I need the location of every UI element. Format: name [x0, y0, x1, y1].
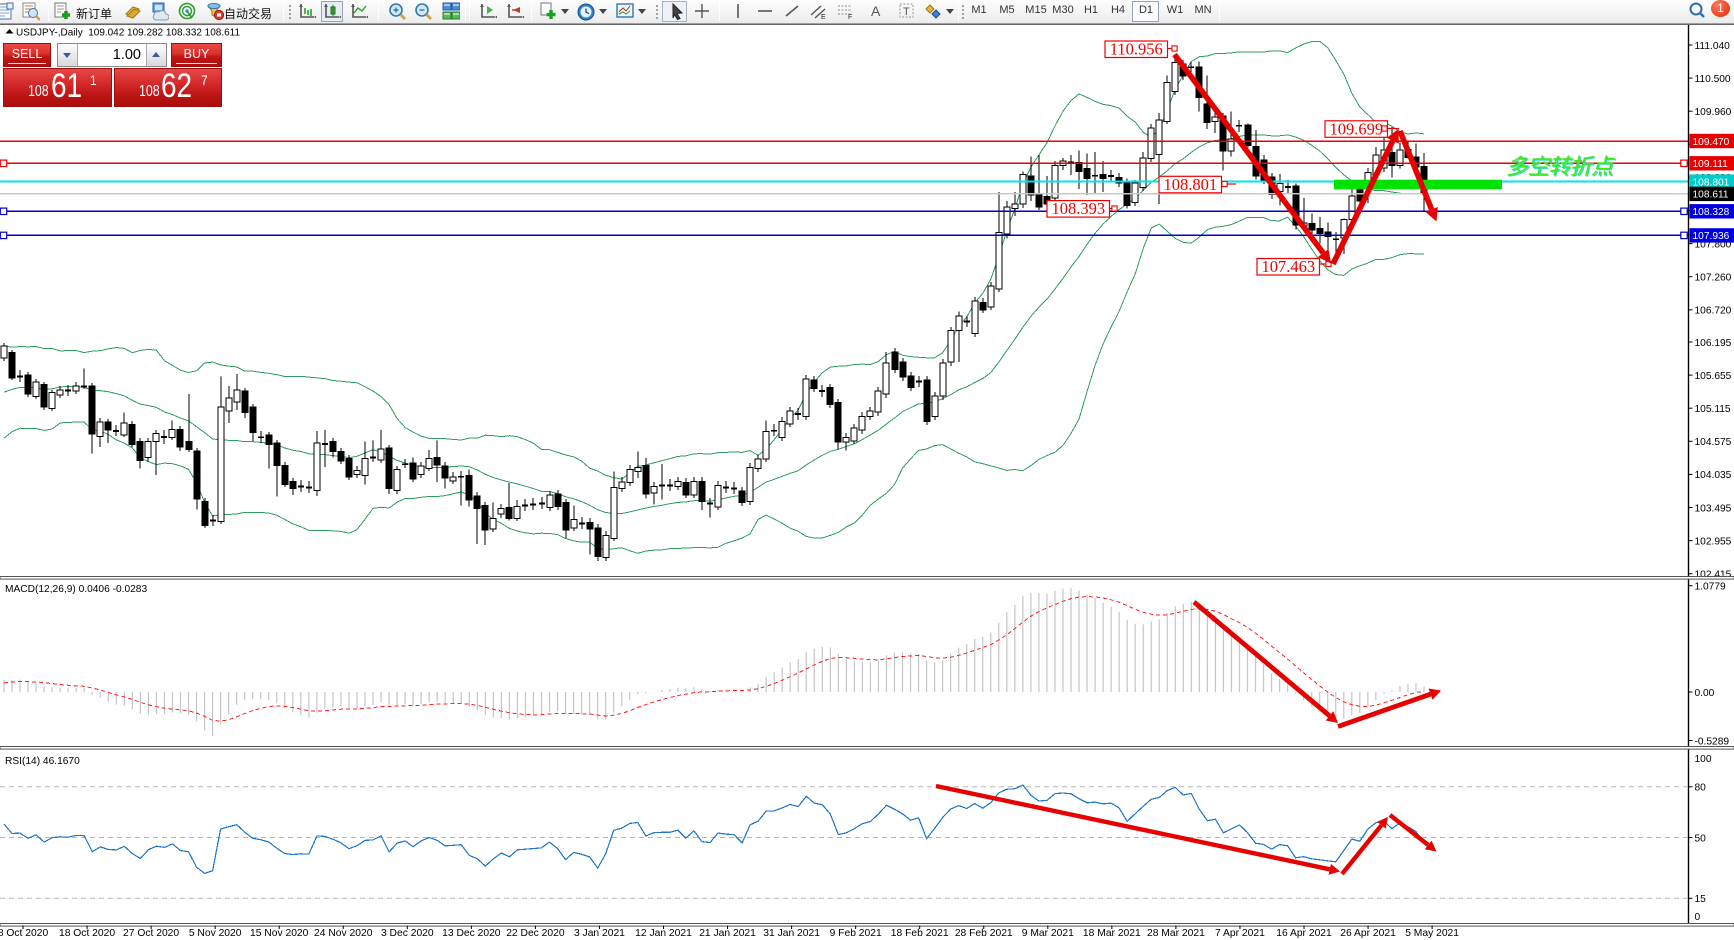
svg-text:107.463: 107.463 — [1261, 257, 1315, 276]
svg-text:24 Nov 2020: 24 Nov 2020 — [314, 928, 373, 939]
svg-text:13 Dec 2020: 13 Dec 2020 — [442, 928, 501, 939]
svg-text:F: F — [848, 14, 852, 21]
svg-text:26 Apr 2021: 26 Apr 2021 — [1340, 928, 1396, 939]
svg-text:109.470: 109.470 — [1693, 137, 1730, 148]
svg-text:USDJPY-,Daily 109.042 109.282: USDJPY-,Daily 109.042 109.282 108.332 10… — [16, 28, 240, 39]
svg-text:108.611: 108.611 — [1693, 190, 1729, 201]
svg-text:110.500: 110.500 — [1695, 74, 1731, 85]
svg-text:A: A — [871, 3, 881, 19]
svg-text:22 Dec 2020: 22 Dec 2020 — [506, 928, 565, 939]
svg-text:104.035: 104.035 — [1695, 470, 1732, 481]
svg-text:18 Feb 2021: 18 Feb 2021 — [891, 928, 949, 939]
svg-text:50: 50 — [1695, 833, 1707, 844]
svg-text:5 May 2021: 5 May 2021 — [1405, 928, 1459, 939]
svg-text:-0.5289: -0.5289 — [1695, 736, 1730, 747]
svg-text:105.115: 105.115 — [1695, 404, 1731, 415]
svg-text:18 Mar 2021: 18 Mar 2021 — [1083, 928, 1141, 939]
svg-text:5 Nov 2020: 5 Nov 2020 — [189, 928, 242, 939]
svg-text:MACD(12,26,9) 0.0406 -0.0283: MACD(12,26,9) 0.0406 -0.0283 — [5, 584, 147, 595]
svg-text:3 Dec 2020: 3 Dec 2020 — [381, 928, 434, 939]
svg-text:102.415: 102.415 — [1695, 570, 1732, 581]
svg-text:108.801: 108.801 — [1163, 175, 1217, 194]
svg-text:RSI(14) 46.1670: RSI(14) 46.1670 — [5, 756, 80, 767]
svg-text:109.960: 109.960 — [1695, 107, 1732, 118]
svg-text:105.655: 105.655 — [1695, 371, 1732, 382]
svg-text:7 Apr 2021: 7 Apr 2021 — [1215, 928, 1265, 939]
svg-text:1.0779: 1.0779 — [1695, 582, 1726, 593]
svg-text:107.800: 107.800 — [1695, 239, 1732, 250]
svg-text:80: 80 — [1695, 783, 1707, 794]
svg-text:109.111: 109.111 — [1693, 159, 1729, 170]
svg-text:0.00: 0.00 — [1695, 688, 1715, 699]
svg-text:15: 15 — [1695, 894, 1707, 905]
svg-text:18 Oct 2020: 18 Oct 2020 — [59, 928, 115, 939]
svg-text:12 Jan 2021: 12 Jan 2021 — [635, 928, 692, 939]
svg-text:108.393: 108.393 — [1051, 199, 1105, 218]
svg-text:109.699: 109.699 — [1329, 119, 1383, 138]
svg-text:102.955: 102.955 — [1695, 536, 1732, 547]
svg-text:28 Mar 2021: 28 Mar 2021 — [1147, 928, 1205, 939]
svg-text:104.575: 104.575 — [1695, 437, 1732, 448]
svg-text:110.956: 110.956 — [1110, 40, 1163, 59]
svg-text:15 Nov 2020: 15 Nov 2020 — [250, 928, 309, 939]
svg-text:27 Oct 2020: 27 Oct 2020 — [123, 928, 179, 939]
svg-text:28 Feb 2021: 28 Feb 2021 — [955, 928, 1013, 939]
svg-text:T: T — [903, 6, 910, 18]
svg-text:8 Oct 2020: 8 Oct 2020 — [0, 928, 48, 939]
svg-text:31 Jan 2021: 31 Jan 2021 — [763, 928, 820, 939]
svg-text:0: 0 — [1695, 912, 1701, 923]
svg-text:9 Mar 2021: 9 Mar 2021 — [1022, 928, 1074, 939]
svg-text:107.936: 107.936 — [1693, 231, 1730, 242]
svg-text:103.495: 103.495 — [1695, 503, 1732, 514]
svg-text:100: 100 — [1695, 754, 1712, 765]
svg-text:E: E — [821, 14, 826, 21]
svg-text:16 Apr 2021: 16 Apr 2021 — [1276, 928, 1332, 939]
svg-text:108.801: 108.801 — [1693, 177, 1730, 188]
svg-text:21 Jan 2021: 21 Jan 2021 — [699, 928, 756, 939]
svg-text:108.328: 108.328 — [1693, 207, 1730, 218]
svg-text:3 Jan 2021: 3 Jan 2021 — [574, 928, 625, 939]
svg-text:106.720: 106.720 — [1695, 306, 1732, 317]
svg-text:111.040: 111.040 — [1695, 41, 1731, 52]
svg-text:多空转折点: 多空转折点 — [1506, 154, 1616, 179]
svg-text:106.195: 106.195 — [1695, 338, 1732, 349]
svg-text:107.260: 107.260 — [1695, 273, 1732, 284]
svg-text:9 Feb 2021: 9 Feb 2021 — [830, 928, 882, 939]
